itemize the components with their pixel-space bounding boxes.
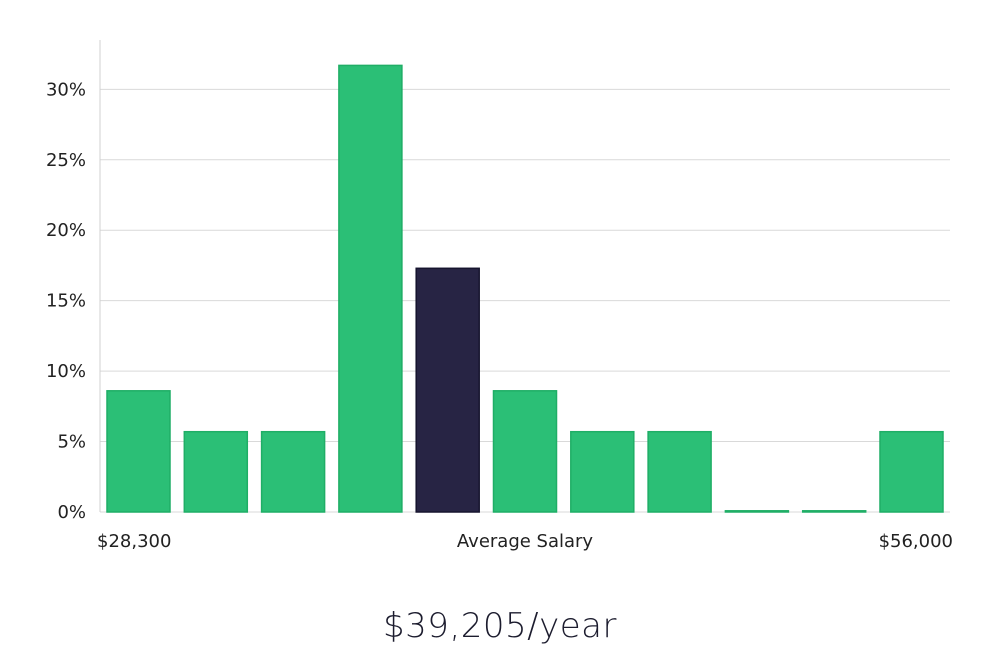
average-salary-value: $39,205/year <box>383 606 617 646</box>
x-max-label: $56,000 <box>879 531 953 552</box>
bar <box>183 430 249 513</box>
x-min-label: $28,300 <box>97 531 171 552</box>
bar-average-salary <box>415 267 480 513</box>
x-center-label: Average Salary <box>457 531 594 552</box>
bars <box>106 64 944 513</box>
y-tick-label: 25% <box>46 150 86 171</box>
bar <box>570 430 635 513</box>
bar <box>724 510 790 513</box>
bar <box>801 510 867 513</box>
bar <box>647 430 712 513</box>
y-tick-label: 15% <box>46 291 86 312</box>
y-tick-label: 30% <box>46 79 86 100</box>
bar <box>879 430 944 513</box>
y-tick-label: 5% <box>57 432 86 453</box>
bar <box>106 390 171 513</box>
bar <box>338 64 403 513</box>
salary-histogram: 0% 5% 10% 15% 20% 25% 30% $28,300 Average Sala… <box>46 40 953 552</box>
y-tick-label: 10% <box>46 361 86 382</box>
bar <box>260 430 326 513</box>
y-tick-label: 0% <box>57 502 86 523</box>
y-tick-label: 20% <box>46 220 86 241</box>
bar <box>492 390 558 513</box>
y-axis-ticks: 0% 5% 10% 15% 20% 25% 30% <box>46 79 86 523</box>
